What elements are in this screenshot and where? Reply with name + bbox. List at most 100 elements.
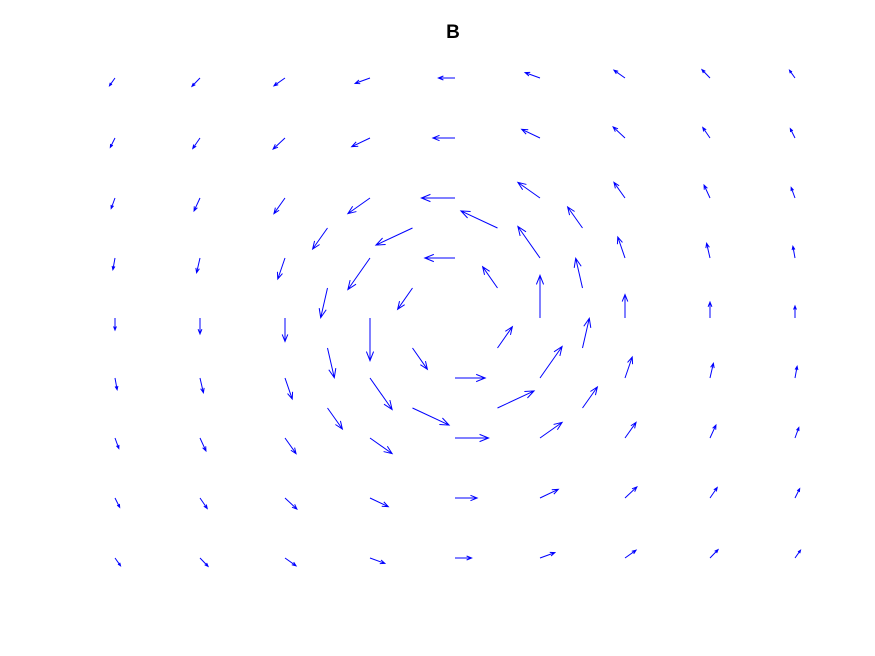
arrow (350, 137, 371, 148)
arrow (517, 225, 541, 259)
arrow (455, 555, 473, 561)
arrow (624, 421, 637, 439)
arrow (566, 205, 583, 229)
arrow (791, 244, 796, 259)
arrow (624, 355, 634, 379)
arrow (192, 137, 201, 150)
arrow (539, 551, 557, 559)
arrow (707, 300, 713, 318)
arrow (114, 497, 121, 509)
arrow (794, 364, 799, 379)
arrow (794, 487, 801, 499)
arrow (497, 390, 536, 409)
arrow (199, 377, 205, 395)
arrow (193, 197, 201, 213)
arrow (369, 437, 394, 455)
arrow (793, 304, 797, 318)
arrow (110, 197, 116, 210)
arrow (346, 197, 371, 215)
arrow (108, 77, 116, 87)
arrow (455, 433, 490, 443)
arrow (616, 235, 626, 259)
arrow (613, 181, 626, 199)
arrow (794, 549, 802, 559)
arrow (113, 318, 117, 332)
arrow (276, 257, 286, 281)
arrow (788, 69, 796, 79)
arrow (709, 548, 720, 559)
arrow (396, 287, 413, 311)
arrow (789, 127, 796, 139)
arrow (520, 128, 541, 139)
chart-title: B (446, 22, 460, 43)
arrow (284, 497, 298, 511)
arrow (272, 77, 286, 87)
arrow (284, 437, 297, 455)
arrow (272, 137, 286, 151)
arrow (703, 183, 711, 199)
arrow (369, 497, 390, 508)
arrow (700, 68, 711, 79)
arrow (199, 437, 207, 453)
arrow (114, 377, 119, 392)
arrow (539, 345, 563, 379)
arrow (709, 423, 717, 439)
arrow (195, 257, 201, 275)
arrow (612, 125, 626, 139)
arrow (327, 347, 337, 380)
arrow (523, 71, 541, 79)
arrow (516, 181, 541, 199)
arrow (705, 241, 711, 259)
arrow (199, 497, 208, 510)
arrow (420, 193, 455, 203)
arrow (459, 210, 498, 229)
arrow (539, 421, 564, 439)
arrow (111, 257, 116, 272)
arrow (621, 293, 629, 318)
arrow (497, 325, 514, 349)
arrow (374, 227, 413, 246)
arrow (437, 75, 455, 81)
arrow (318, 287, 328, 320)
arrow (412, 407, 451, 426)
arrow (702, 126, 711, 139)
arrow (624, 549, 638, 559)
arrow (794, 426, 800, 439)
arrow (573, 256, 583, 289)
arrow (539, 488, 560, 499)
arrow (114, 437, 120, 450)
arrow (582, 316, 592, 349)
arrow (423, 253, 455, 263)
arrow (273, 197, 286, 215)
arrow (790, 186, 796, 199)
arrow (190, 77, 201, 88)
arrow (481, 265, 498, 289)
arrow (624, 485, 638, 499)
arrow (199, 557, 210, 568)
arrow (284, 557, 298, 567)
arrow (114, 557, 122, 567)
arrow (327, 407, 344, 431)
arrow (612, 69, 626, 79)
arrow (431, 134, 455, 142)
arrow (535, 274, 545, 318)
arrow (365, 318, 375, 362)
arrow (284, 377, 294, 401)
arrow (369, 557, 387, 565)
arrow (347, 257, 371, 291)
arrow (197, 318, 203, 336)
arrow (582, 385, 599, 409)
arrow (281, 318, 289, 343)
arrow (455, 373, 487, 383)
arrow (109, 137, 116, 149)
arrow (353, 77, 371, 85)
arrow (311, 227, 328, 251)
arrow (709, 486, 718, 499)
arrow (412, 347, 429, 371)
arrow (369, 377, 393, 411)
arrow (455, 494, 479, 502)
arrow (709, 361, 715, 379)
